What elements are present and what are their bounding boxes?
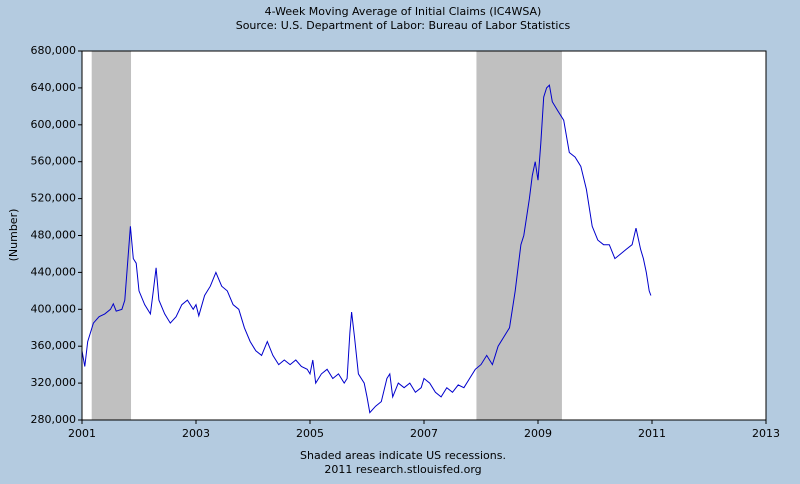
y-tick-label: 680,000: [31, 44, 77, 57]
x-tick-label: 2007: [410, 427, 438, 440]
y-tick-label: 400,000: [31, 302, 77, 315]
x-tick-label: 2001: [68, 427, 96, 440]
chart-title: 4-Week Moving Average of Initial Claims …: [265, 5, 542, 18]
note: Shaded areas indicate US recessions.: [300, 449, 506, 462]
y-tick-label: 280,000: [31, 413, 77, 426]
recession-band: [91, 51, 132, 420]
recession-band: [476, 51, 562, 420]
line-series: [81, 84, 652, 414]
y-tick-label: 320,000: [31, 376, 77, 389]
x-tick-label: 2005: [296, 427, 324, 440]
y-tick-label: 520,000: [31, 192, 77, 205]
x-tick-label: 2003: [182, 427, 210, 440]
y-tick-label: 560,000: [31, 155, 77, 168]
plot-area: [82, 51, 766, 420]
x-tick-label: 2011: [638, 427, 666, 440]
y-tick-label: 600,000: [31, 118, 77, 131]
y-tick-label: 640,000: [31, 81, 77, 94]
plot-border: [81, 50, 767, 421]
chart-subtitle: Source: U.S. Department of Labor: Bureau…: [236, 19, 571, 32]
y-tick-label: 440,000: [31, 265, 77, 278]
x-tick-label: 2009: [524, 427, 552, 440]
x-tick-label: 2013: [752, 427, 780, 440]
y-tick-label: 480,000: [31, 229, 77, 242]
y-tick-label: 360,000: [31, 339, 77, 352]
y-axis-label: (Number): [7, 209, 20, 262]
note: 2011 research.stlouisfed.org: [324, 463, 481, 476]
